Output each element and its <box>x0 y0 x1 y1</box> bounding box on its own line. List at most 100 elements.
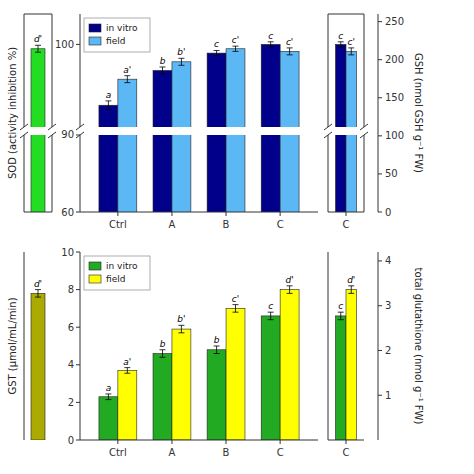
frame <box>24 14 52 15</box>
error-bar <box>35 45 41 52</box>
frame <box>24 212 52 213</box>
y-tick-label: 0 <box>68 435 74 446</box>
y-tick <box>76 252 80 253</box>
plot-area <box>31 290 45 440</box>
bar-label: b' <box>177 47 185 57</box>
error-bar <box>287 286 293 294</box>
frame <box>328 14 329 127</box>
bar <box>226 308 245 440</box>
legend: in vitrofield <box>84 256 150 290</box>
bar-label: b <box>214 335 220 345</box>
bar-label: c <box>338 301 343 311</box>
plot-area <box>336 286 357 440</box>
frame <box>364 14 365 127</box>
bar <box>346 135 357 212</box>
error-bar <box>287 48 293 55</box>
x-tick-label: C <box>277 447 284 458</box>
bar <box>261 44 280 127</box>
y2-tick <box>378 97 382 98</box>
y-axis-line <box>80 135 81 212</box>
bar <box>336 44 347 127</box>
bar-label: d' <box>34 34 42 44</box>
plot-area <box>99 135 299 212</box>
bar <box>346 290 357 440</box>
y2-tick <box>378 173 382 174</box>
break-mark <box>324 132 332 138</box>
bar <box>207 350 226 440</box>
x-tick <box>346 440 347 444</box>
frame <box>52 14 53 127</box>
break-mark <box>76 124 84 130</box>
error-bar <box>338 42 344 47</box>
legend-label: in vitro <box>106 23 138 33</box>
y2-tick-label: 150 <box>385 92 404 103</box>
chart: d'abcca'b'c'c'1006090CtrlABCin vitrofiel… <box>0 0 474 474</box>
y-axis-label: GST (μmol/mL/min) <box>7 297 18 394</box>
bar <box>118 370 137 440</box>
bar-label: c <box>268 31 273 41</box>
bar-label: a <box>106 90 112 100</box>
bar-label: c' <box>232 294 239 304</box>
y2-tick <box>378 59 382 60</box>
legend-swatch <box>89 37 101 45</box>
bar <box>172 135 191 212</box>
y-tick <box>76 212 80 213</box>
chart-panel: abbca'b'c'd'0246810CtrlABCin vitrofieldG… <box>7 247 319 459</box>
x-tick-label: C <box>277 219 284 230</box>
bar <box>31 135 45 212</box>
bar <box>261 316 280 440</box>
error-bar <box>178 58 184 65</box>
bar-label: b <box>160 339 166 349</box>
error-bar <box>105 394 111 400</box>
bar <box>31 293 45 440</box>
x-tick-label: Ctrl <box>109 447 127 458</box>
break-mark <box>20 132 28 138</box>
bar <box>261 135 280 212</box>
y-tick <box>76 289 80 290</box>
y2-tick-label: 250 <box>385 16 404 27</box>
y-tick-label: 90 <box>61 129 74 140</box>
x-tick-label: A <box>169 219 176 230</box>
y-tick-label: 60 <box>61 207 74 218</box>
y2-axis-label: total glutathione (nmol g⁻¹ FW) <box>413 268 424 425</box>
bar-label: a <box>106 383 112 393</box>
legend-box <box>84 18 150 52</box>
y2-tick <box>378 212 382 213</box>
bar-label: b <box>160 56 166 66</box>
plot-area <box>336 42 357 127</box>
bar <box>172 62 191 127</box>
x-tick-label: C <box>343 219 350 230</box>
y2-tick-label: 200 <box>385 54 404 65</box>
bar <box>226 49 245 127</box>
y-tick-label: 10 <box>61 247 74 258</box>
frame <box>24 14 25 127</box>
y-tick <box>76 44 80 45</box>
error-bar <box>214 50 220 55</box>
break-mark <box>48 124 56 130</box>
legend-label: field <box>106 274 125 284</box>
x-tick <box>280 440 281 444</box>
chart-panel: d' <box>24 252 45 440</box>
y-tick-label: 100 <box>55 39 74 50</box>
y-tick <box>76 364 80 365</box>
error-bar <box>124 368 130 374</box>
x-tick-label: B <box>223 447 230 458</box>
plot-area <box>99 42 299 127</box>
y-tick-label: 4 <box>68 359 74 370</box>
x-tick <box>280 212 281 216</box>
error-bar <box>268 42 274 47</box>
bar <box>153 135 172 212</box>
plot-area <box>31 45 45 127</box>
legend-label: field <box>106 36 125 46</box>
x-tick <box>226 440 227 444</box>
y-tick <box>76 327 80 328</box>
chart-panel: abcca'b'c'c'1006090CtrlABCin vitrofieldS… <box>7 14 319 474</box>
error-bar <box>178 325 184 333</box>
y2-tick <box>378 395 382 396</box>
error-bar <box>338 312 344 320</box>
bar-label: c <box>214 39 219 49</box>
y2-tick-label: 1 <box>385 390 391 401</box>
frame <box>328 252 329 440</box>
bar-label: c <box>268 301 273 311</box>
y2-axis-line <box>378 252 379 440</box>
